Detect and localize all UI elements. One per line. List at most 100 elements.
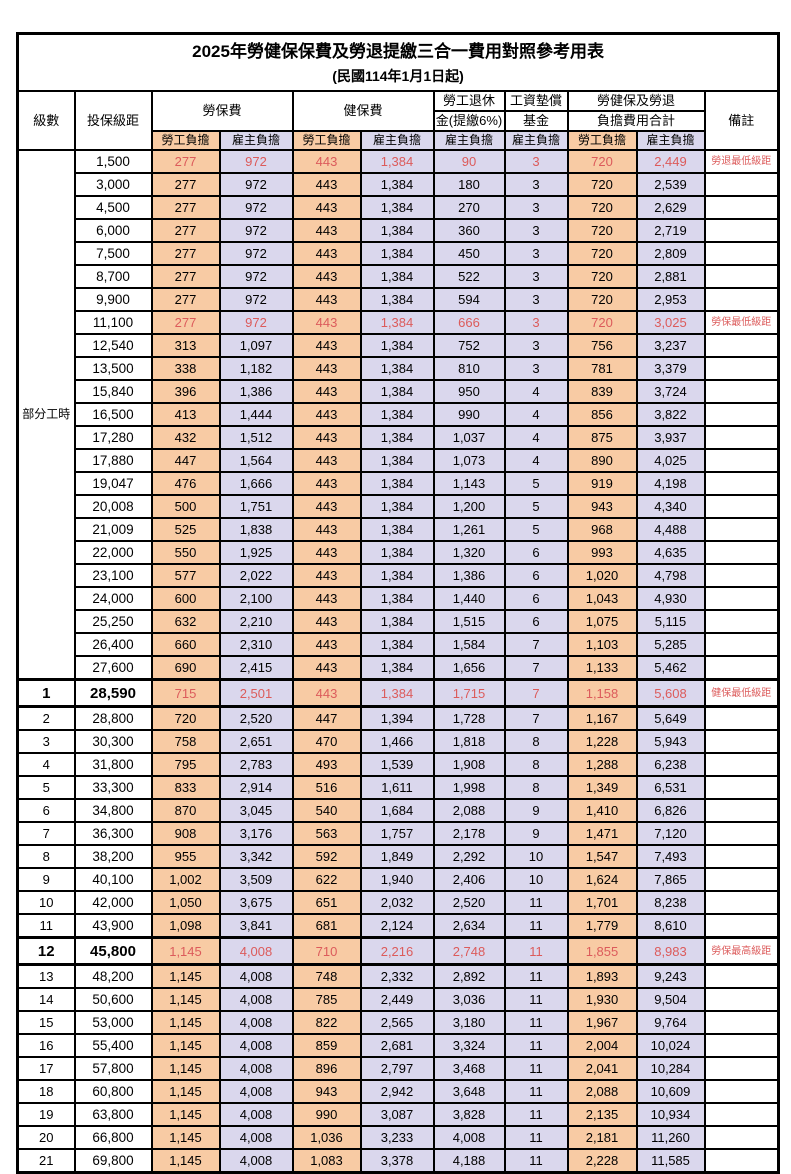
pension-cell: 1,261: [432, 517, 506, 542]
tot-er-cell: 2,719: [635, 218, 706, 243]
li-er-cell: 4,008: [218, 1010, 294, 1035]
part-time-label: 部分工時: [16, 149, 76, 681]
hi-emp-cell: 447: [291, 705, 362, 731]
li-emp-cell: 577: [150, 563, 221, 588]
note-cell: [703, 987, 780, 1012]
tot-emp-cell: 720: [566, 264, 638, 289]
tot-emp-cell: 720: [566, 241, 638, 266]
level-cell: 13: [16, 963, 76, 989]
li-er-cell: 1,386: [218, 379, 294, 404]
li-er-cell: 2,501: [218, 678, 294, 708]
hi-emp-cell: 710: [291, 936, 362, 966]
hi-er-cell: 1,384: [359, 471, 435, 496]
table-row: 17 57,800 1,145 4,008 896 2,797 3,468 11 2,041 10…: [16, 1056, 780, 1081]
table-row: 16 55,400 1,145 4,008 859 2,681 3,324 11 2,004 10…: [16, 1033, 780, 1058]
li-er-cell: 3,509: [218, 867, 294, 892]
pension-cell: 752: [432, 333, 506, 358]
hi-er-cell: 1,384: [359, 149, 435, 174]
header-wage-fund-line2: 基金: [503, 110, 569, 132]
note-cell: [703, 425, 780, 450]
fund-cell: 5: [503, 471, 569, 496]
note-cell: [703, 1125, 780, 1150]
hi-emp-cell: 1,083: [291, 1148, 362, 1174]
tot-emp-cell: 2,228: [566, 1148, 638, 1174]
tot-er-cell: 10,284: [635, 1056, 706, 1081]
note-cell: [703, 1056, 780, 1081]
li-er-cell: 1,838: [218, 517, 294, 542]
bracket-cell: 7,500: [73, 241, 153, 266]
hi-er-cell: 1,611: [359, 775, 435, 800]
tot-er-cell: 6,826: [635, 798, 706, 823]
hi-er-cell: 1,384: [359, 356, 435, 381]
tot-er-cell: 8,238: [635, 890, 706, 915]
li-er-cell: 2,415: [218, 655, 294, 681]
tot-er-cell: 5,115: [635, 609, 706, 634]
tot-emp-cell: 1,967: [566, 1010, 638, 1035]
header-bracket: 投保級距: [73, 90, 153, 151]
tot-er-cell: 2,539: [635, 172, 706, 197]
li-emp-cell: 338: [150, 356, 221, 381]
note-cell: [703, 609, 780, 634]
fund-cell: 3: [503, 218, 569, 243]
tot-emp-cell: 1,893: [566, 963, 638, 989]
li-emp-cell: 600: [150, 586, 221, 611]
bracket-cell: 42,000: [73, 890, 153, 915]
bracket-cell: 60,800: [73, 1079, 153, 1104]
note-cell: [703, 775, 780, 800]
li-emp-cell: 500: [150, 494, 221, 519]
li-er-cell: 1,564: [218, 448, 294, 473]
level-cell: 15: [16, 1010, 76, 1035]
li-er-cell: 2,651: [218, 729, 294, 754]
note-cell: [703, 402, 780, 427]
table-row: 4,500 277 972 443 1,384 270 3 720 2,629: [18, 195, 780, 220]
tot-emp-cell: 1,075: [566, 609, 638, 634]
level-cell: 5: [16, 775, 76, 800]
tot-er-cell: 4,340: [635, 494, 706, 519]
hi-emp-cell: 443: [291, 586, 362, 611]
hi-emp-cell: 681: [291, 913, 362, 939]
bracket-cell: 48,200: [73, 963, 153, 989]
li-er-cell: 4,008: [218, 987, 294, 1012]
level-cell: 10: [16, 890, 76, 915]
bracket-cell: 57,800: [73, 1056, 153, 1081]
pension-cell: 1,073: [432, 448, 506, 473]
hi-emp-cell: 443: [291, 471, 362, 496]
hi-er-cell: 3,087: [359, 1102, 435, 1127]
level-cell: 3: [16, 729, 76, 754]
hi-emp-cell: 443: [291, 172, 362, 197]
table-row: 19,047 476 1,666 443 1,384 1,143 5 919 4,198: [18, 471, 780, 496]
bracket-cell: 22,000: [73, 540, 153, 565]
header-level: 級數: [16, 90, 76, 151]
bracket-cell: 12,540: [73, 333, 153, 358]
pension-cell: 3,324: [432, 1033, 506, 1058]
tot-er-cell: 8,610: [635, 913, 706, 939]
pension-cell: 4,008: [432, 1125, 506, 1150]
hi-emp-cell: 443: [291, 264, 362, 289]
tot-emp-cell: 1,930: [566, 987, 638, 1012]
pension-cell: 4,188: [432, 1148, 506, 1174]
header-row-groups: 級數 投保級距 勞保費 健保費 勞工退休 工資墊償 勞健保及勞退 備註: [16, 90, 780, 151]
hi-emp-cell: 443: [291, 218, 362, 243]
header-wage-fund-line1: 工資墊償: [503, 90, 569, 112]
li-emp-cell: 277: [150, 287, 221, 312]
fund-cell: 11: [503, 1056, 569, 1081]
hi-emp-cell: 443: [291, 310, 362, 335]
bracket-cell: 66,800: [73, 1125, 153, 1150]
fund-cell: 11: [503, 936, 569, 966]
note-cell: [703, 867, 780, 892]
hi-emp-cell: 592: [291, 844, 362, 869]
tot-er-cell: 3,379: [635, 356, 706, 381]
li-er-cell: 1,512: [218, 425, 294, 450]
note-cell: [703, 195, 780, 220]
tot-emp-cell: 1,410: [566, 798, 638, 823]
level-cell: 11: [16, 913, 76, 939]
tot-emp-cell: 2,088: [566, 1079, 638, 1104]
pension-cell: 2,178: [432, 821, 506, 846]
hi-emp-cell: 516: [291, 775, 362, 800]
tot-er-cell: 7,120: [635, 821, 706, 846]
li-emp-cell: 476: [150, 471, 221, 496]
hi-er-cell: 1,384: [359, 333, 435, 358]
li-emp-cell: 833: [150, 775, 221, 800]
pension-cell: 666: [432, 310, 506, 335]
hi-er-cell: 1,384: [359, 264, 435, 289]
